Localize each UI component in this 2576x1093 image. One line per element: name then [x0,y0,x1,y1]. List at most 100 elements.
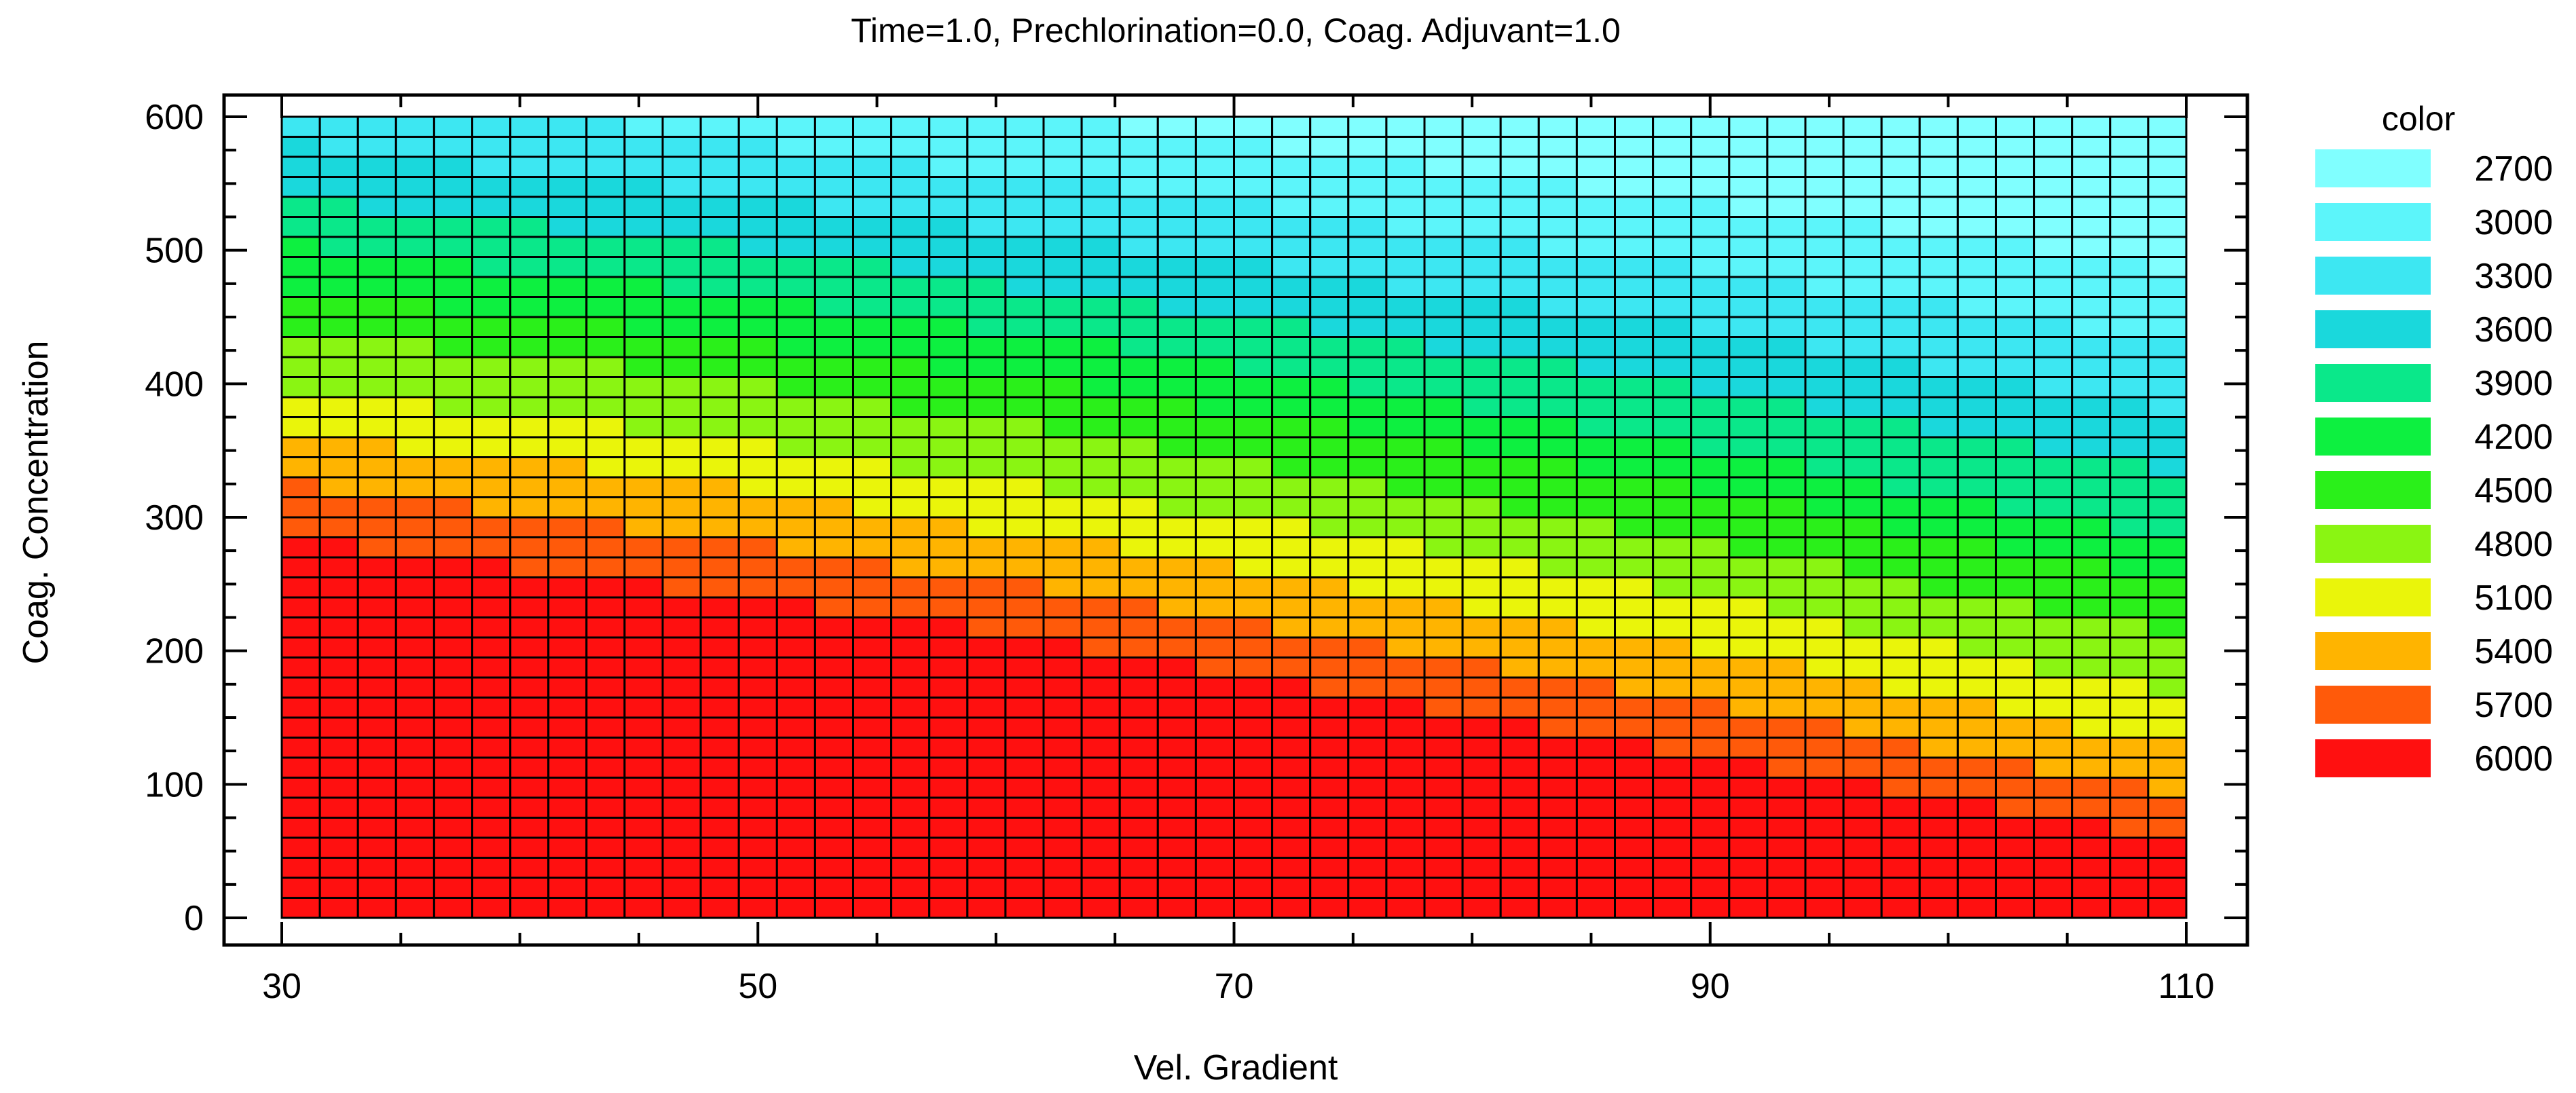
heatmap-cell [433,216,474,238]
heatmap-cell [1004,496,1045,519]
heatmap-cell [813,336,855,358]
heatmap-cell [356,676,397,699]
heatmap-cell [1156,176,1197,198]
heatmap-cell [1499,796,1540,819]
heatmap-cell [2109,897,2150,919]
heatmap-cell [356,616,397,639]
legend-swatch [2315,418,2431,456]
heatmap-cell [2147,436,2188,458]
heatmap-cell [1423,796,1464,819]
heatmap-cell [2071,456,2112,479]
heatmap-cell [1842,436,1883,458]
heatmap-cell [1880,676,1921,699]
heatmap-cell [775,276,816,298]
heatmap-cell [1956,616,1997,639]
heatmap-cell [1499,496,1540,519]
heatmap-cell [1918,436,1959,458]
heatmap-cell [2147,876,2188,899]
heatmap-cell [623,737,664,759]
heatmap-cell [2147,836,2188,859]
heatmap-cell [318,817,359,839]
heatmap-cell [1842,676,1883,699]
heatmap-cell [1880,716,1921,739]
heatmap-cell [1842,536,1883,559]
heatmap-cell [1880,616,1921,639]
heatmap-cell [1880,576,1921,599]
heatmap-cell [813,276,855,298]
heatmap-cell [2071,115,2112,138]
heatmap-cell [1652,236,1693,258]
heatmap-cell [2109,196,2150,218]
heatmap-cell [509,396,550,418]
heatmap-cell [1309,416,1350,439]
heatmap-cell [1385,256,1426,278]
heatmap-cell [1880,276,1921,298]
heatmap-cell [1766,416,1807,439]
heatmap-cell [852,556,893,578]
heatmap-cell [1194,396,1236,418]
heatmap-cell [2109,836,2150,859]
heatmap-cell [1995,336,2036,358]
heatmap-cell [1766,496,1807,519]
heatmap-cell [699,476,740,498]
heatmap-cell [661,296,702,318]
heatmap-cell [1956,737,1997,759]
heatmap-cell [547,536,588,559]
heatmap-cell [623,636,664,659]
heatmap-cell [1080,536,1121,559]
heatmap-cell [1385,155,1426,178]
heatmap-cell [1080,737,1121,759]
heatmap-cell [1537,556,1578,578]
heatmap-cell [1614,216,1655,238]
heatmap-cell [318,296,359,318]
heatmap-cell [1575,897,1616,919]
heatmap-cell [356,376,397,399]
heatmap-cell [1575,216,1616,238]
heatmap-cell [1690,155,1731,178]
heatmap-cell [1956,416,1997,439]
heatmap-cell [1652,176,1693,198]
heatmap-cell [318,737,359,759]
heatmap-cell [890,636,931,659]
heatmap-cell [661,115,702,138]
heatmap-cell [1194,876,1236,899]
heatmap-cell [813,396,855,418]
heatmap-cell [2147,416,2188,439]
heatmap-cell [280,456,321,479]
heatmap-cell [1156,436,1197,458]
heatmap-cell [928,356,969,378]
heatmap-cell [1652,556,1693,578]
heatmap-cell [1461,656,1502,679]
heatmap-cell [1995,236,2036,258]
heatmap-cell [2033,376,2074,399]
heatmap-cell [1080,716,1121,739]
heatmap-cell [1995,596,2036,618]
heatmap-cell [1880,897,1921,919]
heatmap-cell [509,516,550,538]
heatmap-cell [433,416,474,439]
heatmap-cell [1156,316,1197,338]
heatmap-cell [928,676,969,699]
heatmap-cell [1271,296,1312,318]
heatmap-cell [928,897,969,919]
heatmap-cell [1804,697,1845,719]
heatmap-cell [890,676,931,699]
heatmap-cell [1194,155,1236,178]
heatmap-cell [737,356,778,378]
heatmap-cell [509,777,550,799]
heatmap-cell [775,576,816,599]
heatmap-cell [1156,556,1197,578]
heatmap-cell [1118,576,1159,599]
heatmap-cell [2071,616,2112,639]
heatmap-cell [623,476,664,498]
heatmap-cell [1461,496,1502,519]
heatmap-cell [623,536,664,559]
heatmap-cell [1461,416,1502,439]
heatmap-cell [1956,636,1997,659]
heatmap-cell [1690,777,1731,799]
heatmap-cell [2109,596,2150,618]
heatmap-cell [1842,616,1883,639]
heatmap-cell [1537,316,1578,338]
heatmap-cell [1537,857,1578,879]
heatmap-cell [1461,436,1502,458]
